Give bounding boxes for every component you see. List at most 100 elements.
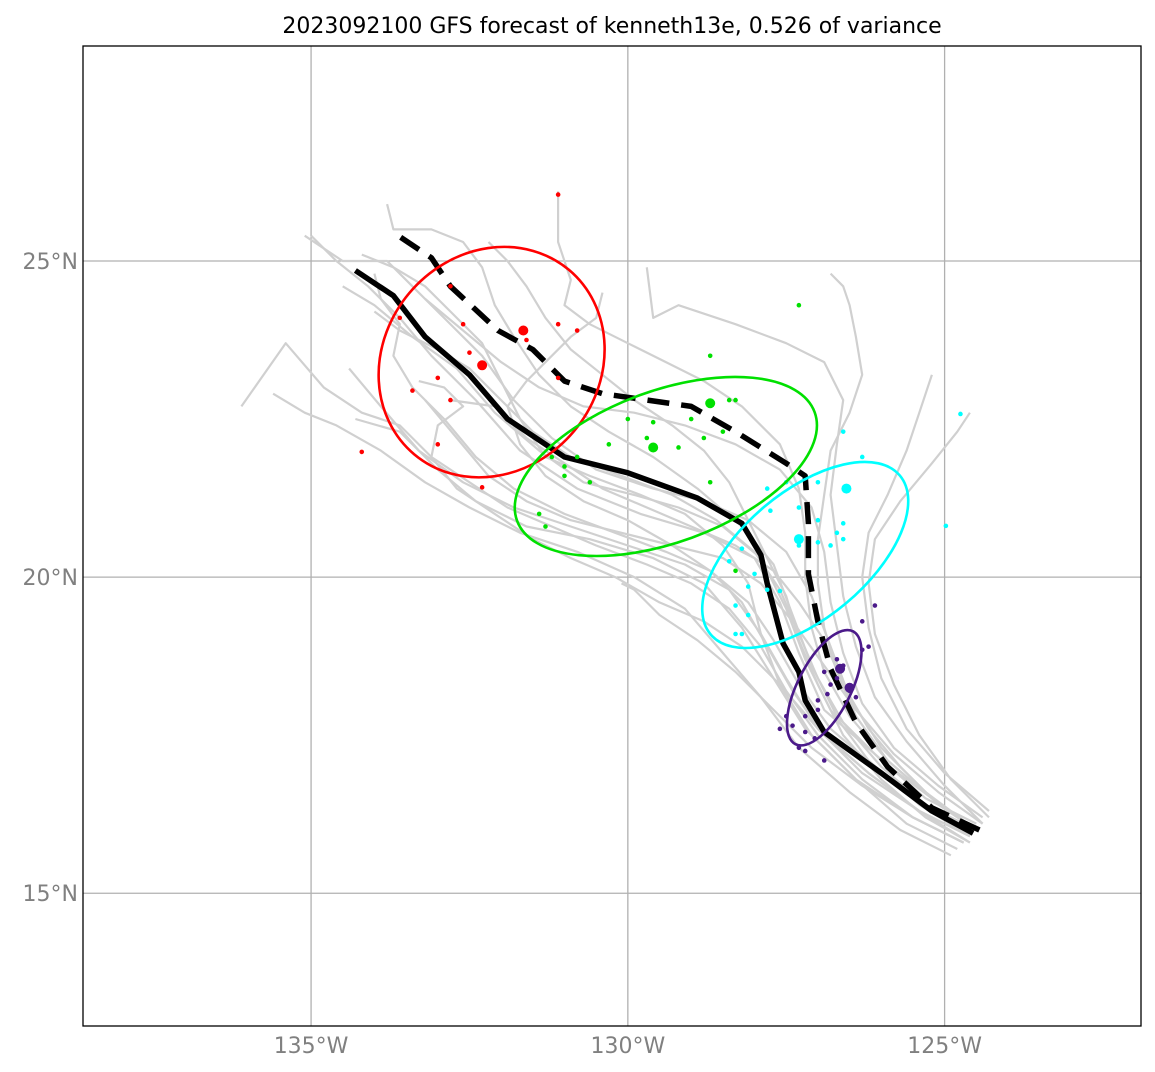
member-track bbox=[645, 267, 984, 825]
member-position-dot bbox=[707, 353, 713, 359]
member-position-dot bbox=[796, 543, 802, 548]
member-position-dot bbox=[479, 485, 485, 490]
member-position-dot bbox=[562, 464, 567, 469]
member-position-dot bbox=[745, 612, 751, 618]
axis-tick-labels: 135°W 130°W 125°W 25°N 20°N 15°N bbox=[23, 250, 983, 1059]
member-track bbox=[861, 374, 990, 812]
uncertainty-ellipse bbox=[377, 245, 606, 479]
forecast-points bbox=[359, 192, 963, 763]
member-track bbox=[272, 392, 952, 857]
member-position-dot bbox=[676, 445, 681, 450]
member-position-dot bbox=[872, 603, 878, 608]
uncertainty-ellipse bbox=[785, 628, 863, 747]
member-track bbox=[418, 380, 971, 844]
member-position-dot bbox=[574, 328, 580, 333]
member-position-dot bbox=[733, 603, 738, 608]
member-position-dot bbox=[587, 479, 593, 485]
member-position-dot bbox=[796, 302, 802, 308]
mean-dashed-position-dot bbox=[518, 325, 529, 336]
mean-dashed-position-dot bbox=[841, 483, 852, 494]
member-position-dot bbox=[644, 435, 650, 441]
member-position-dot bbox=[821, 669, 827, 675]
member-position-dot bbox=[359, 449, 365, 455]
member-position-dot bbox=[549, 454, 555, 460]
member-position-dot bbox=[688, 416, 694, 422]
member-position-dot bbox=[815, 698, 821, 703]
member-track bbox=[424, 298, 984, 819]
uncertainty-ellipse bbox=[513, 375, 819, 558]
member-position-dot bbox=[821, 758, 827, 763]
member-position-dot bbox=[555, 375, 561, 381]
member-position-dot bbox=[720, 429, 726, 434]
member-position-dot bbox=[435, 375, 441, 381]
mean-track-solid bbox=[353, 268, 975, 836]
member-position-dot bbox=[397, 315, 403, 321]
member-position-dot bbox=[859, 454, 865, 460]
member-position-dot bbox=[764, 587, 770, 593]
mean-position-dot bbox=[648, 442, 659, 453]
mean-track-dashed bbox=[391, 230, 981, 833]
member-position-dot bbox=[764, 486, 770, 491]
member-position-dot bbox=[733, 568, 738, 574]
member-track bbox=[240, 342, 965, 844]
member-position-dot bbox=[834, 675, 840, 681]
y-tick-label: 15°N bbox=[23, 882, 78, 907]
member-position-dot bbox=[790, 723, 795, 728]
member-position-dot bbox=[701, 435, 707, 441]
member-track bbox=[867, 412, 990, 819]
member-track bbox=[621, 582, 965, 844]
x-tick-label: 135°W bbox=[274, 1034, 349, 1059]
member-position-dot bbox=[828, 682, 833, 687]
member-position-dot bbox=[562, 473, 567, 479]
x-tick-label: 130°W bbox=[590, 1034, 665, 1059]
member-position-dot bbox=[460, 321, 466, 327]
member-position-dot bbox=[467, 350, 472, 355]
member-position-dot bbox=[752, 571, 757, 577]
member-track bbox=[361, 253, 958, 850]
member-position-dot bbox=[739, 546, 745, 551]
uncertainty-ellipse bbox=[700, 460, 910, 650]
member-position-dot bbox=[834, 530, 840, 536]
member-position-dot bbox=[536, 511, 542, 517]
member-position-dot bbox=[733, 631, 738, 637]
member-position-dot bbox=[768, 508, 773, 514]
member-position-dot bbox=[840, 521, 846, 526]
member-position-dot bbox=[866, 644, 871, 649]
member-position-dot bbox=[834, 656, 840, 662]
member-track bbox=[816, 272, 977, 831]
member-position-dot bbox=[840, 429, 846, 434]
member-position-dot bbox=[853, 694, 859, 700]
member-position-dot bbox=[707, 479, 713, 485]
member-position-dot bbox=[650, 419, 656, 425]
member-position-dot bbox=[825, 691, 830, 697]
mean-dashed-position-dot bbox=[705, 398, 716, 409]
mean-position-dot bbox=[835, 663, 846, 674]
member-position-dot bbox=[943, 523, 949, 529]
member-position-dot bbox=[726, 397, 732, 403]
member-track bbox=[342, 285, 971, 838]
mean-tracks bbox=[353, 230, 981, 836]
member-position-dot bbox=[435, 442, 441, 447]
member-position-dot bbox=[859, 619, 865, 624]
member-track bbox=[487, 241, 971, 844]
member-position-dot bbox=[625, 416, 631, 422]
member-position-dot bbox=[745, 584, 751, 589]
member-position-dot bbox=[777, 588, 783, 594]
member-track bbox=[373, 273, 977, 831]
gridlines bbox=[83, 46, 1141, 1026]
y-tick-label: 25°N bbox=[23, 250, 78, 275]
y-tick-label: 20°N bbox=[23, 566, 78, 591]
member-position-dot bbox=[815, 479, 821, 485]
member-position-dot bbox=[555, 192, 561, 197]
member-position-dot bbox=[815, 707, 821, 713]
member-track bbox=[556, 191, 977, 831]
chart-title: 2023092100 GFS forecast of kenneth13e, 0… bbox=[282, 14, 941, 39]
member-track bbox=[373, 310, 971, 838]
member-position-dot bbox=[815, 517, 821, 523]
mean-position-dot bbox=[793, 534, 804, 545]
member-position-dot bbox=[958, 411, 963, 417]
x-tick-label: 125°W bbox=[907, 1034, 982, 1059]
plot-frame bbox=[82, 45, 1142, 1027]
member-track bbox=[424, 399, 984, 825]
